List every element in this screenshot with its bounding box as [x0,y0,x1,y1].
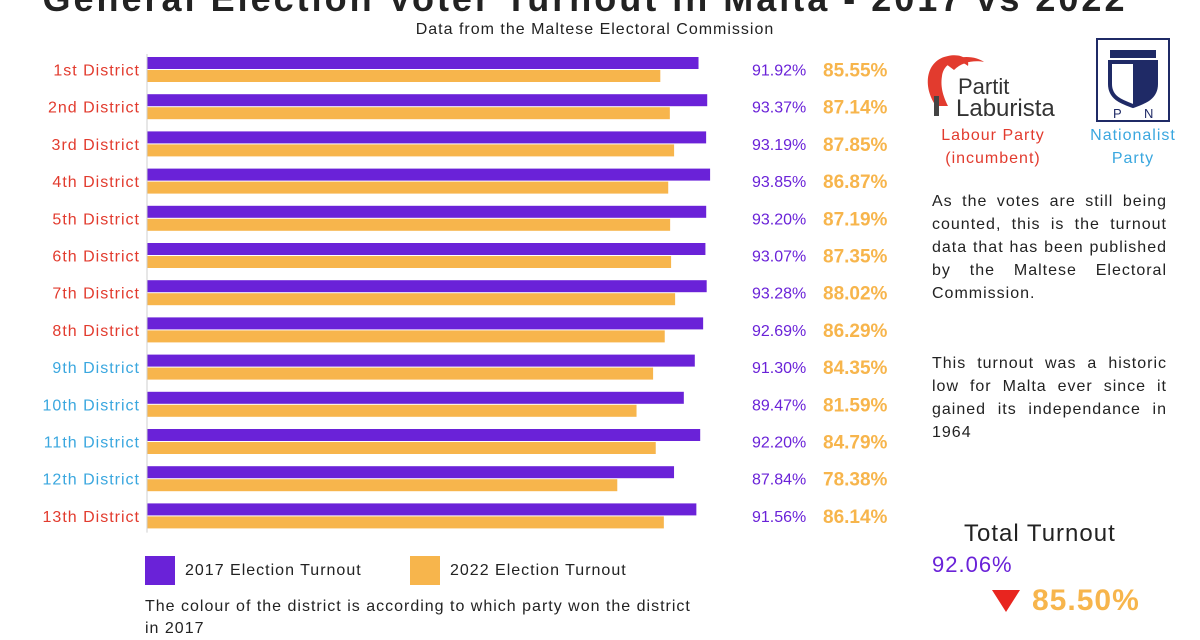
district-label: 4th District [52,174,140,191]
legend-item-2022: 2022 Election Turnout [410,556,627,585]
district-label: 12th District [43,472,140,489]
footnote: The colour of the district is according … [145,598,691,637]
data-label-2017: 93.07% [752,249,806,266]
data-label-2022: 86.87% [823,172,888,193]
data-label-2017: 92.69% [752,323,806,340]
bar-2022 [147,181,669,194]
nationalist-party-logo: P N [1096,38,1170,122]
nationalist-party-name-line1: Nationalist [1090,127,1176,144]
bar-2017 [147,205,707,218]
total-turnout-title: Total Turnout [964,520,1116,547]
decrease-arrow-icon [992,590,1020,612]
turnout-bar-chart: 1st District 91.92% 85.55% 2nd District 93.3… [43,54,888,533]
data-label-2022: 87.85% [823,135,888,156]
data-label-2022: 81.59% [823,395,888,416]
bar-2022 [147,293,676,306]
nationalist-shield-half-icon [1133,62,1156,106]
labour-party-name-line2: (incumbent) [945,150,1041,167]
nationalist-crown-icon [1110,50,1156,58]
nationalist-logo-letter-n: N [1144,106,1153,121]
data-label-2017: 93.20% [752,211,806,228]
district-label: 5th District [52,211,140,228]
data-label-2022: 78.38% [823,470,888,491]
bar-2022 [147,218,671,231]
data-label-2022: 84.35% [823,358,888,379]
data-label-2022: 87.14% [823,98,888,119]
historic-note: This turnout was a historic low for Malt… [932,355,1167,441]
bar-2022 [147,479,618,492]
legend-label-2017: 2017 Election Turnout [185,561,362,579]
data-label-2022: 86.14% [823,507,888,528]
data-label-2017: 89.47% [752,397,806,414]
legend-label-2022: 2022 Election Turnout [450,561,627,579]
nationalist-logo-letter-p: P [1113,106,1122,121]
district-label: 7th District [52,286,140,303]
labour-torch-flame-icon [927,55,969,106]
data-label-2022: 87.19% [823,209,888,230]
district-label: 1st District [53,63,140,80]
bar-2022 [147,404,637,417]
bar-2022 [147,256,672,268]
district-label: 2nd District [48,100,140,117]
data-label-2017: 93.85% [752,174,806,191]
bar-2017 [147,503,697,516]
bar-2017 [147,317,704,330]
total-turnout-2022: 85.50% [1032,584,1140,617]
data-label-2017: 92.20% [752,435,806,452]
legend-item-2017: 2017 Election Turnout [145,556,362,585]
bar-2017 [147,131,707,144]
district-label: 10th District [43,397,140,414]
district-label: 8th District [52,323,140,340]
bar-2017 [147,57,699,69]
data-label-2017: 93.28% [752,286,806,303]
district-label: 9th District [52,360,140,377]
bar-2017 [147,466,675,479]
total-turnout-2017: 92.06% [932,552,1013,577]
bar-2022 [147,144,675,157]
data-label-2022: 87.35% [823,247,888,268]
bar-2022 [147,442,656,454]
data-label-2017: 91.56% [752,509,806,526]
labour-torch-handle-icon [934,96,939,116]
nationalist-party-name: Nationalist Party [1078,124,1188,170]
bar-2017 [147,280,707,293]
bar-2022 [147,516,664,529]
labour-logo-text-line2: Laburista [956,95,1055,120]
bar-2017 [147,243,706,255]
data-label-2022: 88.02% [823,284,888,305]
data-label-2017: 91.30% [752,360,806,377]
nationalist-party-name-line2: Party [1111,150,1155,167]
data-label-2022: 84.79% [823,433,888,454]
district-label: 13th District [43,509,140,526]
bar-2022 [147,70,661,82]
labour-logo-text-line1: Partit [958,74,1009,99]
district-label: 3rd District [52,137,140,154]
legend-swatch-2022 [410,556,440,585]
district-label: 6th District [52,249,140,266]
labour-party-logo: Partit Laburista [927,55,1055,120]
labour-torch-flame-tail-icon [946,57,984,70]
bar-2017 [147,354,695,367]
data-label-2017: 93.19% [752,137,806,154]
bar-2017 [147,168,711,181]
bar-2017 [147,94,708,107]
data-label-2017: 87.84% [752,472,806,489]
data-label-2017: 93.37% [752,100,806,117]
chart-subtitle: Data from the Maltese Electoral Commissi… [415,21,775,38]
chart-title: General Election Voter Turnout in Malta … [0,0,1170,20]
data-label-2017: 91.92% [752,63,806,80]
bar-2022 [147,107,670,120]
district-label: 11th District [44,435,140,452]
bar-2022 [147,330,665,343]
bar-2017 [147,429,701,441]
bar-2017 [147,391,684,404]
bar-2022 [147,367,654,380]
counting-note: As the votes are still being counted, th… [932,193,1167,302]
legend-swatch-2017 [145,556,175,585]
labour-party-name: Labour Party (incumbent) [926,124,1060,170]
labour-party-name-line1: Labour Party [941,127,1045,144]
data-label-2022: 86.29% [823,321,888,342]
data-label-2022: 85.55% [823,61,888,82]
